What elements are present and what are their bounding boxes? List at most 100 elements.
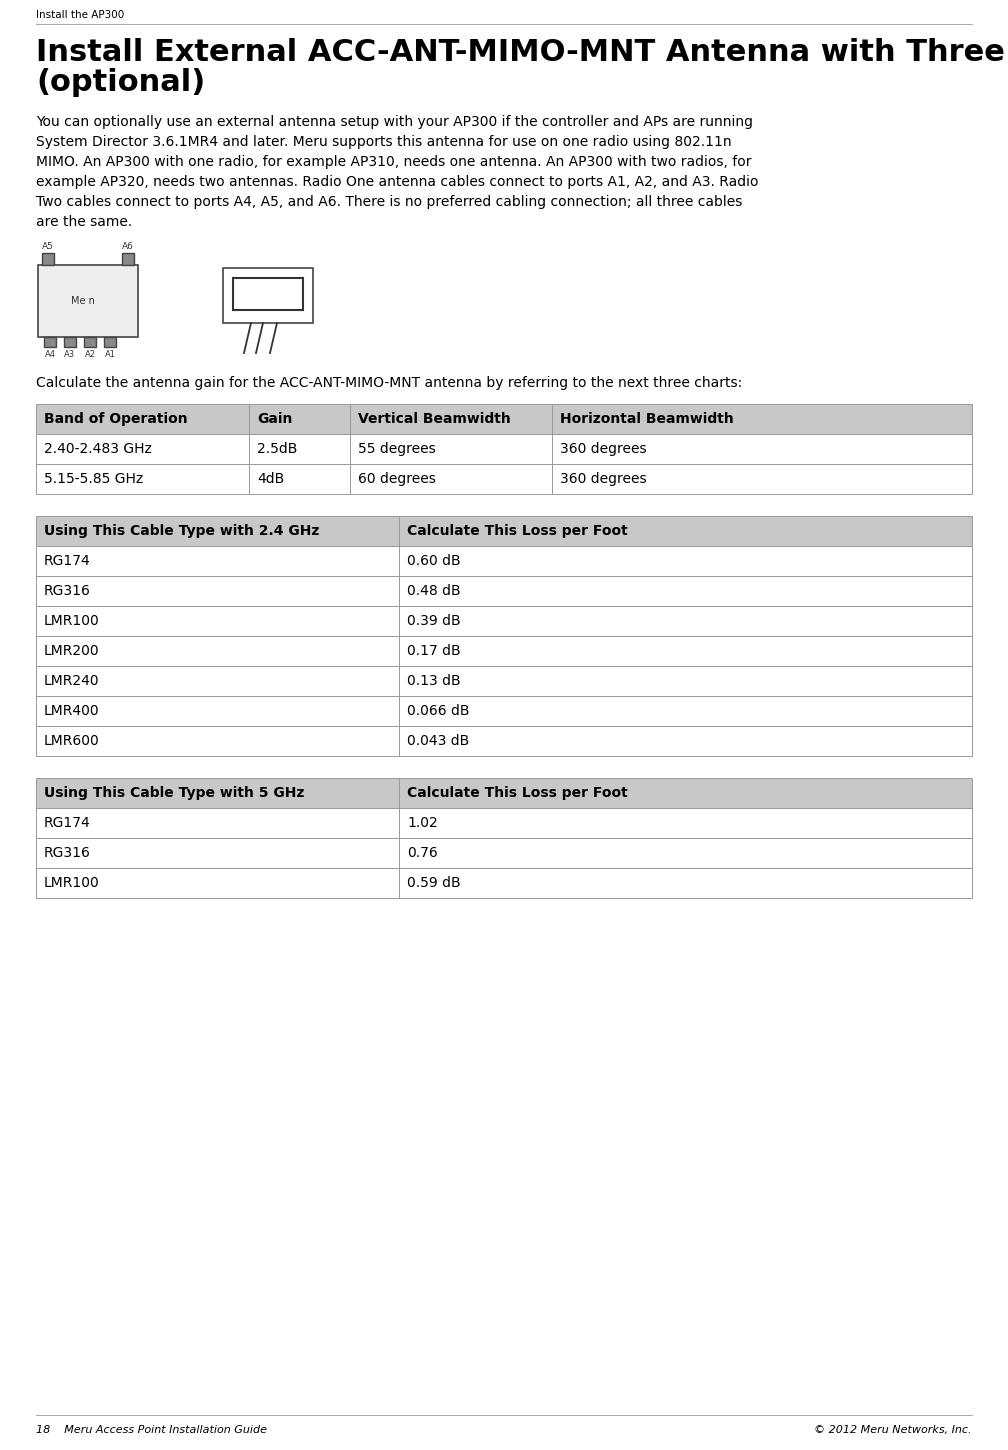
Bar <box>36 666 399 696</box>
Bar <box>350 464 552 494</box>
Text: MIMO. An AP300 with one radio, for example AP310, needs one antenna. An AP300 wi: MIMO. An AP300 with one radio, for examp… <box>36 155 752 170</box>
Text: A1: A1 <box>105 349 116 360</box>
Bar <box>104 336 116 347</box>
Text: RG316: RG316 <box>44 845 91 860</box>
Text: 0.13 dB: 0.13 dB <box>407 674 461 687</box>
Text: Horizontal Beamwidth: Horizontal Beamwidth <box>560 412 734 426</box>
Text: 0.59 dB: 0.59 dB <box>407 876 461 890</box>
Text: Using This Cable Type with 2.4 GHz: Using This Cable Type with 2.4 GHz <box>44 523 320 538</box>
Bar <box>36 726 399 755</box>
Text: Two cables connect to ports A4, A5, and A6. There is no preferred cabling connec: Two cables connect to ports A4, A5, and … <box>36 194 742 209</box>
Text: LMR200: LMR200 <box>44 644 100 658</box>
Bar <box>233 278 303 310</box>
Text: Calculate the antenna gain for the ACC-ANT-MIMO-MNT antenna by referring to the : Calculate the antenna gain for the ACC-A… <box>36 376 742 390</box>
Text: are the same.: are the same. <box>36 215 132 229</box>
Text: Band of Operation: Band of Operation <box>44 412 187 426</box>
Text: A5: A5 <box>42 242 54 251</box>
Bar <box>64 336 76 347</box>
Bar <box>350 405 552 434</box>
Bar <box>399 516 972 547</box>
Text: LMR600: LMR600 <box>44 734 100 748</box>
Text: A2: A2 <box>85 349 96 360</box>
Text: 55 degrees: 55 degrees <box>358 442 435 455</box>
Bar <box>399 576 972 606</box>
Bar <box>249 464 350 494</box>
Text: A6: A6 <box>122 242 134 251</box>
Bar <box>223 268 313 323</box>
Bar <box>36 808 399 838</box>
Text: Me n: Me n <box>71 296 95 306</box>
Text: 0.066 dB: 0.066 dB <box>407 705 470 718</box>
Text: 2.40-2.483 GHz: 2.40-2.483 GHz <box>44 442 152 455</box>
Bar <box>36 606 399 637</box>
Text: Vertical Beamwidth: Vertical Beamwidth <box>358 412 511 426</box>
Bar <box>36 838 399 869</box>
Text: 4dB: 4dB <box>257 473 284 486</box>
Text: 1.02: 1.02 <box>407 816 437 829</box>
Text: 360 degrees: 360 degrees <box>560 473 646 486</box>
Bar <box>38 265 138 336</box>
Bar <box>36 696 399 726</box>
Text: LMR100: LMR100 <box>44 876 100 890</box>
Text: Install the AP300: Install the AP300 <box>36 10 124 20</box>
Text: Install External ACC-ANT-MIMO-MNT Antenna with Three Connectors: Install External ACC-ANT-MIMO-MNT Antenn… <box>36 38 1008 67</box>
Bar <box>249 434 350 464</box>
Text: 2.5dB: 2.5dB <box>257 442 297 455</box>
Text: 0.76: 0.76 <box>407 845 437 860</box>
Bar <box>84 336 96 347</box>
Text: Gain: Gain <box>257 412 292 426</box>
Bar <box>36 637 399 666</box>
Text: 5.15-5.85 GHz: 5.15-5.85 GHz <box>44 473 143 486</box>
Bar <box>44 336 56 347</box>
Bar <box>36 547 399 576</box>
Bar <box>399 547 972 576</box>
Text: 18    Meru Access Point Installation Guide: 18 Meru Access Point Installation Guide <box>36 1425 267 1436</box>
Bar <box>350 434 552 464</box>
Bar <box>249 405 350 434</box>
Bar <box>36 779 399 808</box>
Bar <box>36 464 249 494</box>
Text: 0.39 dB: 0.39 dB <box>407 613 461 628</box>
Bar <box>399 637 972 666</box>
Bar <box>36 405 249 434</box>
Bar <box>36 576 399 606</box>
Bar <box>399 808 972 838</box>
Text: System Director 3.6.1MR4 and later. Meru supports this antenna for use on one ra: System Director 3.6.1MR4 and later. Meru… <box>36 135 732 149</box>
Bar <box>552 434 972 464</box>
Text: A3: A3 <box>65 349 76 360</box>
Text: LMR100: LMR100 <box>44 613 100 628</box>
Bar <box>552 464 972 494</box>
Text: example AP320, needs two antennas. Radio One antenna cables connect to ports A1,: example AP320, needs two antennas. Radio… <box>36 175 758 188</box>
Bar <box>122 252 134 265</box>
Text: Using This Cable Type with 5 GHz: Using This Cable Type with 5 GHz <box>44 786 304 800</box>
Bar <box>399 838 972 869</box>
Text: 60 degrees: 60 degrees <box>358 473 435 486</box>
Text: 0.043 dB: 0.043 dB <box>407 734 470 748</box>
Bar <box>36 869 399 898</box>
Text: RG174: RG174 <box>44 816 91 829</box>
Text: Calculate This Loss per Foot: Calculate This Loss per Foot <box>407 523 628 538</box>
Bar <box>399 779 972 808</box>
Bar <box>399 696 972 726</box>
Text: RG174: RG174 <box>44 554 91 568</box>
Text: A4: A4 <box>44 349 55 360</box>
Text: You can optionally use an external antenna setup with your AP300 if the controll: You can optionally use an external anten… <box>36 115 753 129</box>
Text: 360 degrees: 360 degrees <box>560 442 646 455</box>
Text: 0.48 dB: 0.48 dB <box>407 584 461 597</box>
Text: RG316: RG316 <box>44 584 91 597</box>
Bar <box>36 516 399 547</box>
Text: Calculate This Loss per Foot: Calculate This Loss per Foot <box>407 786 628 800</box>
Text: (optional): (optional) <box>36 68 206 97</box>
Text: 0.60 dB: 0.60 dB <box>407 554 461 568</box>
Bar <box>399 726 972 755</box>
Bar <box>399 606 972 637</box>
Text: 0.17 dB: 0.17 dB <box>407 644 461 658</box>
Text: LMR240: LMR240 <box>44 674 100 687</box>
Text: © 2012 Meru Networks, Inc.: © 2012 Meru Networks, Inc. <box>814 1425 972 1436</box>
Bar <box>36 434 249 464</box>
Bar <box>399 666 972 696</box>
Bar <box>552 405 972 434</box>
Text: LMR400: LMR400 <box>44 705 100 718</box>
Bar <box>399 869 972 898</box>
Bar <box>42 252 54 265</box>
